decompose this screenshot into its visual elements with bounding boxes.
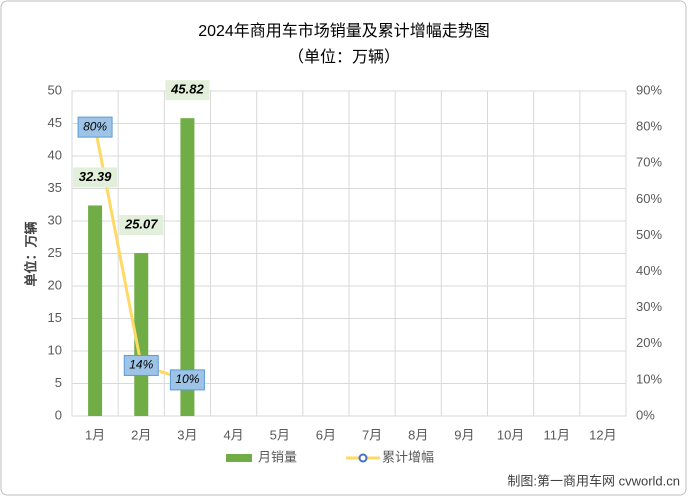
- data-label: 32.39: [79, 169, 112, 184]
- x-tick-label: 3月: [177, 427, 197, 442]
- x-tick-label: 9月: [454, 427, 474, 442]
- y-tick-label: 45: [48, 115, 62, 130]
- y2-tick-label: 20%: [636, 335, 662, 350]
- data-label: 14%: [129, 358, 153, 372]
- x-tick-label: 4月: [223, 427, 243, 442]
- x-tick-label: 8月: [408, 427, 428, 442]
- y-tick-label: 10: [48, 342, 62, 357]
- y2-tick-label: 30%: [636, 299, 662, 314]
- chart-subtitle: （单位：万辆）: [288, 48, 400, 66]
- data-label: 45.82: [170, 82, 204, 97]
- bar: [88, 205, 103, 416]
- legend-label: 月销量: [258, 449, 297, 464]
- bar-data-label: 45.82: [165, 80, 210, 101]
- data-label: 25.07: [124, 216, 158, 231]
- y2-tick-label: 60%: [636, 191, 662, 206]
- line-data-label: 80%: [77, 116, 113, 138]
- y-tick-label: 5: [55, 375, 62, 390]
- legend-swatch: [226, 454, 252, 462]
- data-label-box: [123, 354, 159, 376]
- legend-label: 累计增幅: [382, 449, 434, 464]
- source-note: 制图:第一商用车网 cvworld.cn: [507, 473, 680, 488]
- line-data-label: 10%: [169, 369, 205, 391]
- y2-tick-label: 80%: [636, 119, 662, 134]
- x-tick-label: 12月: [589, 427, 616, 442]
- data-label: 10%: [175, 372, 199, 386]
- bar: [180, 118, 195, 417]
- y-axis-label: 单位：万辆: [23, 221, 38, 286]
- data-label-box: [165, 80, 210, 101]
- y2-tick-label: 40%: [636, 263, 662, 278]
- x-tick-label: 7月: [362, 427, 382, 442]
- y2-tick-label: 90%: [636, 82, 662, 97]
- y-tick-label: 35: [48, 180, 62, 195]
- x-tick-label: 5月: [270, 427, 290, 442]
- x-tick-label: 2月: [131, 427, 151, 442]
- legend-marker: [358, 453, 368, 463]
- data-label-box: [73, 167, 118, 188]
- y-tick-label: 0: [55, 407, 62, 422]
- y2-tick-label: 50%: [636, 227, 662, 242]
- y-tick-label: 30: [48, 212, 62, 227]
- data-label-box: [119, 215, 164, 236]
- y-tick-label: 25: [48, 245, 62, 260]
- line-data-label: 14%: [123, 354, 159, 376]
- data-label-box: [169, 369, 205, 391]
- y-tick-label: 50: [48, 82, 62, 97]
- bar-data-label: 25.07: [119, 215, 164, 236]
- chart-title: 2024年商用车市场销量及累计增幅走势图: [198, 22, 490, 40]
- y-tick-label: 15: [48, 310, 62, 325]
- y-tick-label: 20: [48, 277, 62, 292]
- y-tick-label: 40: [48, 147, 62, 162]
- y2-tick-label: 0%: [636, 407, 655, 422]
- data-label: 80%: [83, 119, 107, 133]
- x-tick-label: 1月: [85, 427, 105, 442]
- x-tick-label: 11月: [544, 427, 571, 442]
- x-tick-label: 6月: [316, 427, 336, 442]
- x-tick-label: 10月: [497, 427, 524, 442]
- bar-data-label: 32.39: [73, 167, 118, 188]
- y2-tick-label: 70%: [636, 155, 662, 170]
- y2-tick-label: 10%: [636, 371, 662, 386]
- data-label-box: [77, 116, 113, 138]
